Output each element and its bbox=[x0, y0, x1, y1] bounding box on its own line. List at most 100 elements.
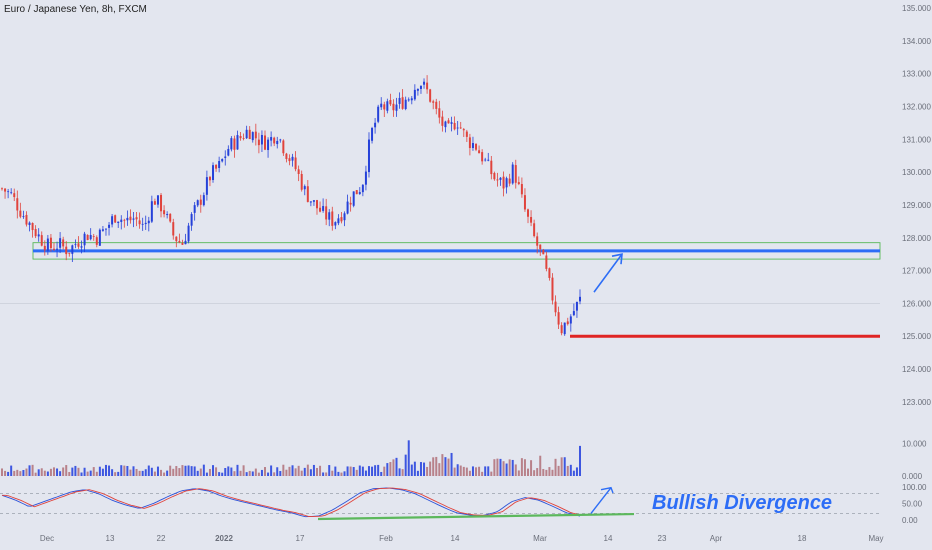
candle-body bbox=[95, 237, 98, 245]
candle-body bbox=[542, 249, 545, 255]
volume-bar bbox=[178, 468, 181, 476]
volume-bar bbox=[554, 458, 557, 476]
volume-bar bbox=[59, 471, 62, 476]
volume-bar bbox=[349, 466, 352, 476]
candle-body bbox=[248, 129, 251, 140]
candle-body bbox=[153, 201, 156, 205]
candle-body bbox=[389, 99, 392, 105]
volume-bar bbox=[257, 472, 260, 476]
candle-body bbox=[123, 219, 126, 221]
volume-bar bbox=[395, 457, 398, 476]
candle-body bbox=[59, 238, 62, 248]
candle-body bbox=[242, 138, 245, 139]
volume-bar bbox=[533, 470, 536, 476]
volume-bar bbox=[80, 472, 83, 476]
volume-bar bbox=[282, 464, 285, 476]
candle-body bbox=[132, 218, 135, 220]
volume-bar bbox=[101, 468, 104, 476]
candle-body bbox=[71, 245, 74, 254]
candle-body bbox=[276, 140, 279, 145]
volume-bar bbox=[331, 470, 334, 476]
candle-body bbox=[319, 207, 322, 212]
volume-bar bbox=[163, 472, 166, 476]
volume-bar bbox=[37, 469, 40, 476]
candle-body bbox=[306, 186, 309, 202]
candle-body bbox=[517, 182, 520, 185]
volume-bar bbox=[239, 470, 242, 476]
time-tick-label: 14 bbox=[604, 534, 613, 543]
volume-bar bbox=[28, 465, 31, 476]
volume-bar bbox=[31, 464, 34, 476]
volume-bar bbox=[153, 471, 156, 476]
candle-body bbox=[294, 157, 297, 170]
volume-bar bbox=[251, 471, 254, 476]
volume-bar bbox=[465, 467, 468, 476]
candle-body bbox=[579, 296, 581, 302]
candle-body bbox=[68, 252, 71, 254]
candle-body bbox=[196, 200, 199, 206]
volume-bar bbox=[169, 465, 172, 476]
candle-body bbox=[395, 104, 398, 111]
candle-body bbox=[530, 216, 533, 223]
candle-body bbox=[523, 195, 526, 210]
candle-body bbox=[120, 219, 123, 222]
volume-bar bbox=[270, 465, 273, 476]
candle-body bbox=[346, 201, 349, 214]
time-tick-label: 17 bbox=[296, 534, 305, 543]
volume-bar bbox=[218, 472, 221, 476]
volume-bar bbox=[371, 466, 374, 476]
volume-bar bbox=[355, 469, 358, 476]
candle-body bbox=[282, 140, 285, 154]
volume-bar bbox=[322, 472, 325, 476]
candle-body bbox=[481, 152, 484, 162]
candle-body bbox=[111, 216, 114, 225]
candle-body bbox=[239, 136, 242, 139]
price-tick-label: 128.000 bbox=[902, 234, 931, 243]
candle-body bbox=[202, 195, 205, 206]
candle-body bbox=[554, 301, 557, 313]
volume-bar bbox=[205, 472, 208, 476]
candle-body bbox=[563, 322, 566, 335]
candle-body bbox=[86, 234, 89, 241]
candle-body bbox=[426, 82, 429, 90]
candle-body bbox=[309, 201, 312, 203]
stochastic-tick-label: 0.00 bbox=[902, 516, 918, 525]
candle-body bbox=[104, 228, 107, 230]
volume-bar bbox=[340, 472, 343, 476]
candle-body bbox=[25, 214, 28, 225]
volume-bar bbox=[542, 468, 545, 476]
stochastic-layer bbox=[1, 486, 635, 521]
candle-body bbox=[22, 216, 25, 218]
volume-bar bbox=[309, 469, 312, 476]
volume-bar bbox=[224, 468, 227, 476]
volume-bar bbox=[569, 464, 572, 476]
volume-bar bbox=[566, 465, 569, 476]
price-tick-label: 133.000 bbox=[902, 70, 931, 79]
time-tick-label: Dec bbox=[40, 534, 54, 543]
volume-bar bbox=[19, 471, 22, 476]
time-tick-label: Feb bbox=[379, 534, 393, 543]
candle-body bbox=[569, 316, 572, 324]
volume-bar bbox=[386, 463, 389, 476]
volume-bar bbox=[193, 466, 196, 476]
candle-body bbox=[172, 222, 175, 236]
time-tick-label: 2022 bbox=[215, 534, 233, 543]
candle-body bbox=[7, 191, 10, 193]
volume-bar bbox=[215, 467, 218, 476]
candle-body bbox=[404, 99, 407, 109]
volume-bar bbox=[273, 472, 276, 476]
candle-body bbox=[224, 156, 227, 158]
candle-body bbox=[169, 213, 172, 222]
candle-body bbox=[511, 164, 514, 184]
volume-bar bbox=[523, 459, 526, 476]
volume-bar bbox=[505, 463, 508, 476]
candle-body bbox=[450, 122, 453, 124]
volume-bar bbox=[22, 470, 25, 476]
volume-bar bbox=[380, 471, 383, 476]
volume-bar bbox=[423, 462, 426, 476]
time-tick-label: May bbox=[868, 534, 883, 543]
candle-body bbox=[380, 103, 383, 108]
bullish-divergence-annotation: Bullish Divergence bbox=[652, 492, 833, 514]
candle-body bbox=[435, 101, 438, 109]
volume-bar bbox=[196, 470, 199, 476]
